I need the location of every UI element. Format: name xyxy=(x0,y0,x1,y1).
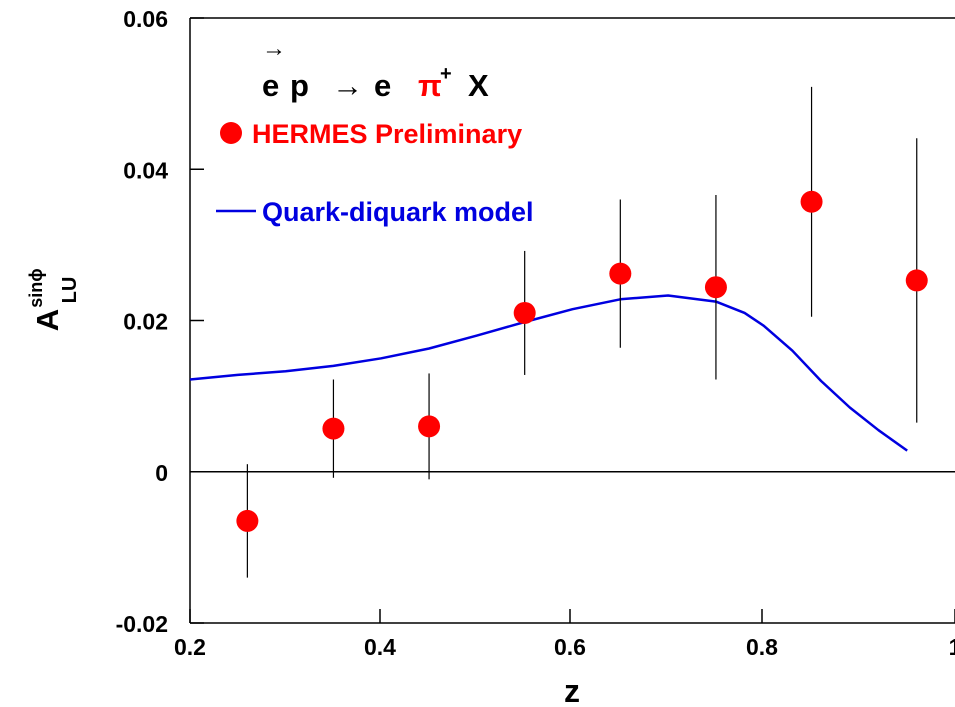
data-point xyxy=(418,415,441,438)
data-point xyxy=(905,269,928,292)
data-point xyxy=(609,262,632,285)
y-tick-label: 0.02 xyxy=(123,309,168,335)
target-label: p xyxy=(290,68,309,103)
y-axis-ticks: -0.02 0 0.02 0.04 0.06 xyxy=(116,6,204,637)
pion-charge: + xyxy=(440,63,452,85)
remnant-label: X xyxy=(468,68,489,103)
y-axis-label-subscript: LU xyxy=(59,277,81,304)
x-tick-label: 0.2 xyxy=(174,634,206,660)
data-points-group xyxy=(236,86,928,578)
x-axis-label: z xyxy=(564,673,580,707)
x-tick-label: 0.8 xyxy=(746,634,778,660)
svg-text:A: A xyxy=(30,309,65,331)
legend-label-model: Quark-diquark model xyxy=(262,197,534,227)
x-tick-label: 0.4 xyxy=(364,634,396,660)
pion-label: π xyxy=(418,68,442,103)
final-electron-label: e xyxy=(374,68,391,103)
data-point xyxy=(322,417,345,440)
data-point xyxy=(236,509,259,532)
model-curve xyxy=(189,294,908,452)
y-tick-label: 0.04 xyxy=(123,157,168,183)
y-tick-label: -0.02 xyxy=(116,611,168,637)
data-point xyxy=(513,301,536,324)
legend: HERMES Preliminary Quark-diquark model xyxy=(216,119,534,227)
beam-arrow: → xyxy=(262,35,286,62)
x-tick-label: 0.6 xyxy=(554,634,586,660)
data-point xyxy=(704,276,727,299)
reaction-formula: → e p → e π + X xyxy=(262,35,489,103)
reaction-arrow: → xyxy=(332,68,363,103)
beam-label: e xyxy=(262,68,279,103)
y-tick-label: 0 xyxy=(155,460,168,486)
model-curve-group xyxy=(189,294,908,452)
y-axis-label-main: A xyxy=(30,309,65,331)
legend-marker-hermes xyxy=(220,122,242,144)
y-axis-label-superscript: sinϕ xyxy=(26,268,46,308)
y-axis-label: A LU sinϕ xyxy=(26,268,81,331)
data-point xyxy=(800,190,823,213)
x-axis-ticks: 0.2 0.4 0.6 0.8 1 xyxy=(174,609,955,660)
y-tick-label: 0.06 xyxy=(123,6,168,32)
x-tick-label: 1 xyxy=(949,634,955,660)
legend-label-hermes: HERMES Preliminary xyxy=(252,119,522,149)
